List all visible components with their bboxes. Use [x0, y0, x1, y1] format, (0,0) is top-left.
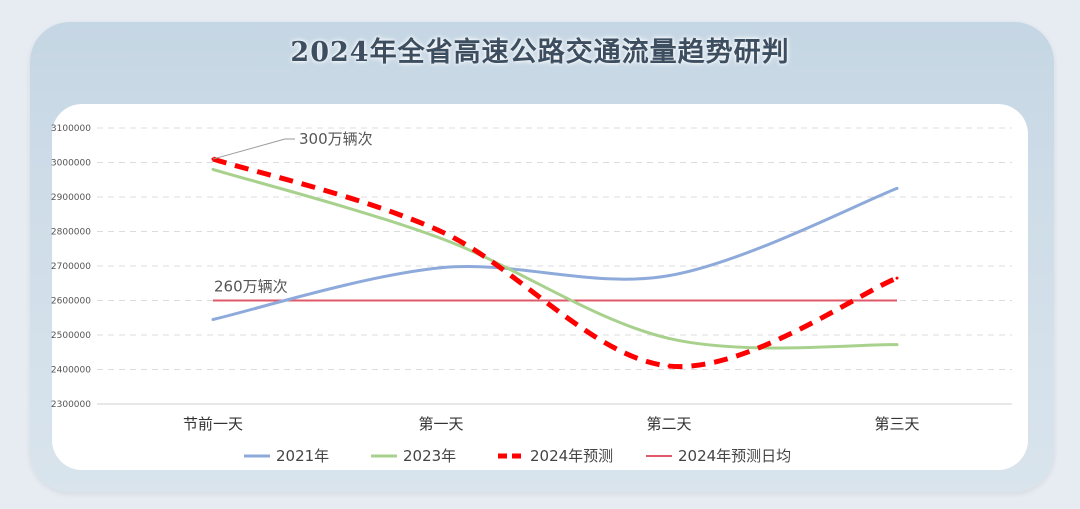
- y-tick-label: 2800000: [51, 228, 91, 238]
- y-axis-ticks: 2300000 2400000 2500000 2600000 2700000 28000…: [51, 124, 91, 410]
- annotations: 300万辆次 260万辆次: [212, 130, 373, 296]
- x-tick-label: 第一天: [418, 415, 463, 433]
- legend-label: 2024年预测: [530, 447, 613, 465]
- y-tick-label: 3000000: [51, 159, 91, 169]
- y-tick-label: 2500000: [51, 331, 91, 341]
- annotation-label: 300万辆次: [299, 130, 373, 148]
- legend: 2021年 2023年 2024年预测 2024年预测日均: [244, 447, 791, 465]
- y-tick-label: 2400000: [51, 366, 91, 376]
- annotation-leader-line: [212, 138, 295, 160]
- data-point: [211, 167, 215, 171]
- data-point: [439, 236, 443, 240]
- y-tick-label: 2700000: [51, 262, 91, 272]
- chart-title: 2024年全省高速公路交通流量趋势研判: [290, 37, 790, 68]
- grid-lines: [97, 127, 1012, 370]
- data-point: [895, 343, 899, 347]
- series-line: [212, 167, 898, 350]
- data-point: [895, 186, 899, 190]
- legend-label: 2023年: [403, 447, 456, 465]
- x-tick-label: 第三天: [874, 415, 919, 433]
- legend-label: 2024年预测日均: [678, 447, 791, 465]
- series-lines: [211, 156, 899, 370]
- y-tick-label: 2600000: [51, 297, 91, 307]
- series-line: [212, 186, 898, 321]
- plot-panel: [52, 104, 1028, 470]
- y-tick-label: 2900000: [51, 193, 91, 203]
- y-tick-label: 2300000: [51, 400, 91, 410]
- x-tick-label: 第二天: [646, 415, 691, 433]
- data-point: [211, 317, 215, 321]
- x-tick-label: 节前一天: [183, 415, 243, 433]
- data-point: [667, 336, 671, 340]
- data-point: [439, 230, 443, 233]
- y-tick-label: 3100000: [51, 124, 91, 134]
- data-point: [667, 274, 671, 278]
- annotation-label: 260万辆次: [214, 278, 288, 296]
- legend-label: 2021年: [276, 447, 329, 465]
- data-point: [667, 364, 671, 368]
- data-point: [439, 266, 443, 270]
- x-axis-ticks: 节前一天 第一天 第二天 第三天: [183, 415, 920, 433]
- data-point: [895, 276, 899, 280]
